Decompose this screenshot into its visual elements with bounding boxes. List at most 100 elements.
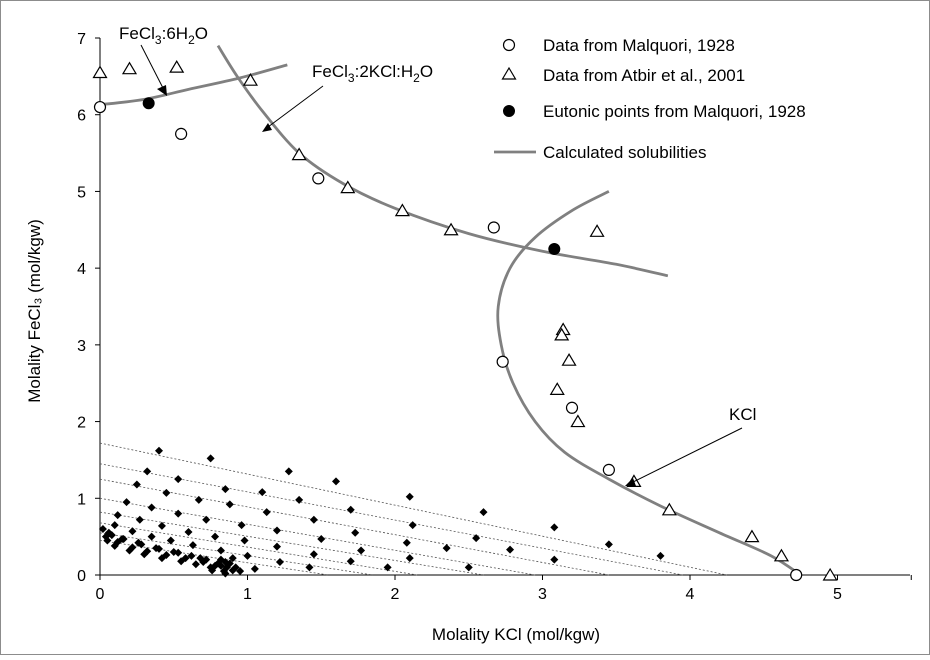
diamond-data-point bbox=[135, 515, 144, 524]
legend-open-circle-marker bbox=[502, 38, 516, 52]
atbir-data-point bbox=[169, 59, 185, 73]
diamond-data-point bbox=[332, 477, 340, 486]
y-tick-label: 3 bbox=[77, 338, 86, 355]
diamond-data-point bbox=[184, 528, 193, 537]
diamond-data-point bbox=[188, 541, 197, 550]
diamond-data-point bbox=[550, 555, 559, 564]
diamond-data-point bbox=[258, 488, 267, 497]
annotation-hexahydrate-arrow bbox=[140, 44, 165, 91]
malquori-data-point bbox=[602, 463, 615, 477]
diamond-data-point bbox=[225, 500, 234, 509]
diamond-data-point bbox=[240, 536, 249, 545]
malquori-data-point bbox=[93, 100, 107, 114]
diamond-data-point bbox=[110, 541, 119, 550]
y-tick-label: 4 bbox=[77, 261, 86, 278]
legend-label-malquori: Data from Malquori, 1928 bbox=[543, 36, 735, 55]
diamond-data-point bbox=[231, 563, 240, 572]
diamond-data-point bbox=[284, 467, 293, 476]
atbir-data-point bbox=[242, 73, 259, 86]
diamond-data-point bbox=[357, 546, 366, 555]
diamond-data-point bbox=[216, 555, 225, 564]
diamond-data-point bbox=[174, 509, 183, 518]
diamond-data-point bbox=[206, 454, 215, 463]
diamond-data-point bbox=[125, 546, 134, 555]
atbir-data-point bbox=[773, 548, 790, 562]
diamond-data-point bbox=[273, 542, 281, 551]
diamond-data-point bbox=[604, 540, 613, 549]
diamond-data-point bbox=[152, 544, 161, 553]
y-tick-label: 5 bbox=[77, 184, 86, 201]
malquori-data-point bbox=[565, 401, 579, 414]
guide-dotted-line bbox=[99, 540, 329, 576]
diamond-data-point bbox=[216, 546, 225, 555]
diamond-data-point bbox=[273, 526, 281, 535]
diamond-data-point bbox=[191, 560, 200, 569]
annotation-hexahydrate-label: FeCl3:6H2O bbox=[119, 24, 208, 47]
x-axis-title: Molality KCl (mol/kgw) bbox=[432, 625, 600, 644]
x-tick-label: 2 bbox=[391, 586, 400, 603]
diamond-data-point bbox=[208, 566, 217, 575]
diamond-data-point bbox=[119, 534, 128, 543]
diamond-data-point bbox=[110, 521, 119, 530]
diamond-data-point bbox=[221, 569, 230, 578]
diamond-data-point bbox=[275, 557, 284, 566]
diamond-data-point bbox=[237, 521, 246, 530]
annotation-kcl-arrowhead bbox=[625, 478, 636, 486]
annotation-double-salt-label: FeCl3:2KCl:H2O bbox=[312, 62, 433, 85]
y-tick-label: 6 bbox=[77, 108, 86, 125]
diamond-data-point bbox=[408, 521, 417, 530]
diamond-data-point bbox=[147, 503, 156, 512]
y-tick-label: 1 bbox=[77, 491, 86, 508]
diamond-data-point bbox=[236, 567, 245, 576]
diamond-data-point bbox=[122, 498, 131, 507]
calculated-solubility-curve bbox=[99, 63, 288, 107]
annotation-double-salt-arrowhead bbox=[262, 123, 272, 132]
diamond-data-point bbox=[402, 538, 411, 547]
diamond-data-point bbox=[174, 475, 183, 484]
diamond-data-point bbox=[194, 495, 203, 504]
legend-filled-circle-marker bbox=[503, 105, 515, 117]
x-tick-label: 0 bbox=[96, 586, 105, 603]
diamond-data-point bbox=[157, 521, 166, 530]
malquori-data-point bbox=[487, 221, 500, 234]
diamond-data-point bbox=[472, 534, 481, 543]
diamond-data-point bbox=[166, 536, 175, 545]
diamond-data-point bbox=[295, 495, 304, 504]
guide-dotted-line bbox=[99, 522, 418, 576]
eutonic-data-point bbox=[142, 97, 155, 110]
diamond-data-point bbox=[550, 523, 559, 532]
legend-label-atbir: Data from Atbir et al., 2001 bbox=[543, 66, 745, 85]
diamond-data-point bbox=[309, 550, 318, 559]
diamond-data-point bbox=[464, 563, 473, 572]
diamond-data-point bbox=[202, 555, 211, 564]
atbir-data-point bbox=[121, 61, 138, 75]
diamond-data-point bbox=[346, 557, 355, 566]
diamond-data-point bbox=[243, 551, 252, 560]
atbir-data-point bbox=[744, 529, 760, 543]
annotation-double-salt-arrow bbox=[267, 85, 324, 128]
calculated-solubility-curve bbox=[216, 44, 669, 278]
diamond-data-point bbox=[187, 551, 196, 560]
malquori-data-point bbox=[496, 355, 509, 368]
atbir-data-point bbox=[340, 180, 356, 194]
diamond-data-point bbox=[103, 536, 112, 545]
malquori-data-point bbox=[790, 568, 803, 582]
diamond-data-point bbox=[177, 557, 186, 566]
diamond-data-point bbox=[656, 551, 665, 560]
diamond-data-point bbox=[228, 554, 237, 563]
diamond-data-point bbox=[506, 545, 515, 554]
atbir-data-point bbox=[589, 224, 605, 237]
diamond-data-point bbox=[225, 559, 234, 568]
diamond-data-point bbox=[479, 508, 488, 517]
plot-area: 0 1 2 3 4 5 0 1 2 3 4 5 6 7 bbox=[77, 31, 912, 603]
x-tick-label: 4 bbox=[686, 586, 695, 603]
diamond-data-point bbox=[305, 563, 314, 572]
x-tick-label: 5 bbox=[833, 586, 842, 603]
diamond-data-point bbox=[442, 544, 451, 553]
legend-label-calculated: Calculated solubilities bbox=[543, 143, 706, 162]
atbir-data-point bbox=[443, 222, 459, 236]
guide-dotted-line bbox=[99, 511, 484, 576]
